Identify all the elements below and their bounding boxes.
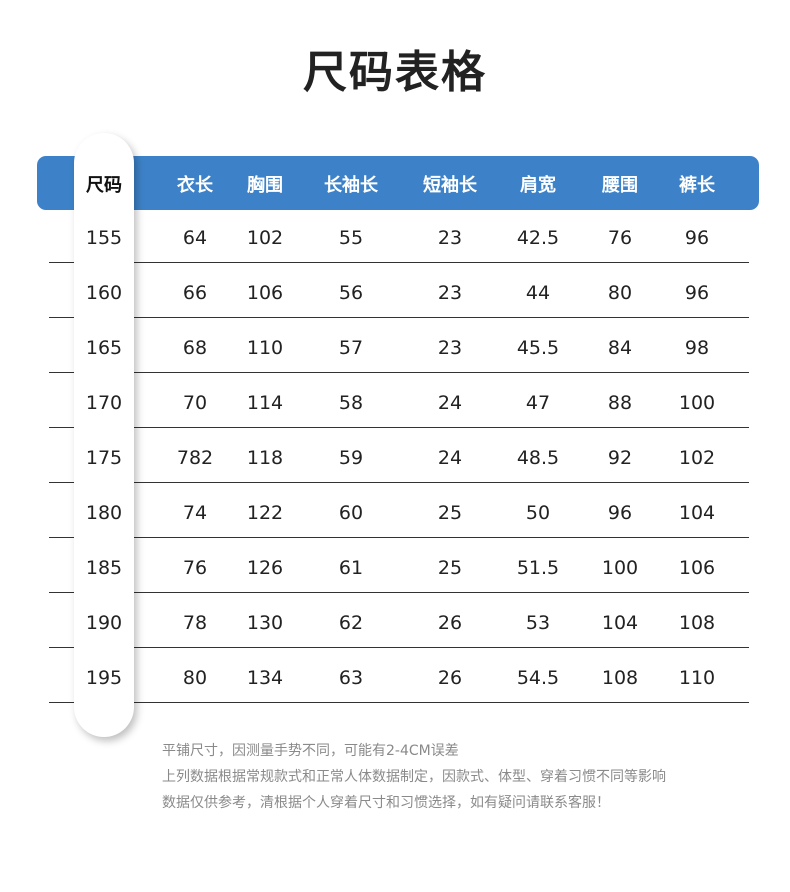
table-cell: 782	[176, 447, 214, 469]
table-cell: 26	[437, 667, 463, 689]
table-cell: 104	[678, 502, 716, 524]
table-cell: 23	[437, 337, 463, 359]
notes: 平铺尺寸，因测量手势不同，可能有2-4CM误差 上列数据根据常规款式和正常人体数…	[162, 738, 666, 816]
table-cell: 53	[525, 612, 551, 634]
table-cell: 110	[246, 337, 284, 359]
table-cell: 104	[601, 612, 639, 634]
table-cell: 78	[182, 612, 208, 634]
table-cell: 102	[246, 227, 284, 249]
row-divider	[49, 537, 749, 538]
note-line: 平铺尺寸，因测量手势不同，可能有2-4CM误差	[162, 743, 459, 759]
size-cell: 185	[85, 557, 123, 579]
note-line: 上列数据根据常规款式和正常人体数据制定，因款式、体型、穿着习惯不同等影响	[162, 769, 666, 785]
table-cell: 106	[678, 557, 716, 579]
column-header: 胸围	[247, 175, 283, 196]
table-cell: 100	[601, 557, 639, 579]
table-cell: 24	[437, 447, 463, 469]
table-cell: 42.5	[516, 227, 560, 249]
column-header: 衣长	[177, 175, 213, 196]
table-cell: 25	[437, 557, 463, 579]
column-header: 肩宽	[520, 175, 556, 196]
table-cell: 56	[338, 282, 364, 304]
table-cell: 48.5	[516, 447, 560, 469]
table-cell: 96	[684, 227, 710, 249]
column-header: 腰围	[602, 175, 638, 196]
table-cell: 100	[678, 392, 716, 414]
table-cell: 66	[182, 282, 208, 304]
table-cell: 70	[182, 392, 208, 414]
table-cell: 25	[437, 502, 463, 524]
table-cell: 23	[437, 227, 463, 249]
row-divider	[49, 592, 749, 593]
table-cell: 63	[338, 667, 364, 689]
note-line: 数据仅供参考，清根据个人穿着尺寸和习惯选择，如有疑问请联系客服！	[162, 795, 610, 811]
row-divider	[49, 317, 749, 318]
table-cell: 126	[246, 557, 284, 579]
size-cell: 160	[85, 282, 123, 304]
size-cell: 175	[85, 447, 123, 469]
table-cell: 76	[182, 557, 208, 579]
table-cell: 26	[437, 612, 463, 634]
table-cell: 45.5	[516, 337, 560, 359]
table-cell: 60	[338, 502, 364, 524]
table-cell: 80	[607, 282, 633, 304]
column-header: 短袖长	[423, 175, 477, 196]
table-cell: 54.5	[516, 667, 560, 689]
table-cell: 59	[338, 447, 364, 469]
table-cell: 122	[246, 502, 284, 524]
table-cell: 108	[601, 667, 639, 689]
column-header: 裤长	[679, 175, 715, 196]
table-cell: 130	[246, 612, 284, 634]
size-cell: 155	[85, 227, 123, 249]
size-column-highlight	[74, 133, 134, 737]
size-cell: 180	[85, 502, 123, 524]
table-cell: 50	[525, 502, 551, 524]
table-cell: 114	[246, 392, 284, 414]
row-divider	[49, 372, 749, 373]
table-cell: 110	[678, 667, 716, 689]
table-cell: 44	[525, 282, 551, 304]
table-cell: 47	[525, 392, 551, 414]
size-cell: 195	[85, 667, 123, 689]
table-cell: 51.5	[516, 557, 560, 579]
table-cell: 84	[607, 337, 633, 359]
table-cell: 134	[246, 667, 284, 689]
table-cell: 68	[182, 337, 208, 359]
table-cell: 24	[437, 392, 463, 414]
table-cell: 23	[437, 282, 463, 304]
table-cell: 57	[338, 337, 364, 359]
size-cell: 190	[85, 612, 123, 634]
table-cell: 102	[678, 447, 716, 469]
table-cell: 106	[246, 282, 284, 304]
table-cell: 92	[607, 447, 633, 469]
column-header: 尺码	[86, 175, 122, 196]
row-divider	[49, 647, 749, 648]
table-cell: 96	[607, 502, 633, 524]
row-divider	[49, 482, 749, 483]
table-cell: 118	[246, 447, 284, 469]
table-cell: 58	[338, 392, 364, 414]
table-cell: 61	[338, 557, 364, 579]
table-cell: 74	[182, 502, 208, 524]
table-header-bar	[37, 156, 759, 210]
table-cell: 76	[607, 227, 633, 249]
table-cell: 55	[338, 227, 364, 249]
row-divider	[49, 262, 749, 263]
size-cell: 165	[85, 337, 123, 359]
row-divider	[49, 427, 749, 428]
table-cell: 98	[684, 337, 710, 359]
table-cell: 96	[684, 282, 710, 304]
page-title: 尺码表格	[303, 47, 487, 98]
table-cell: 64	[182, 227, 208, 249]
column-header: 长袖长	[324, 175, 378, 196]
row-divider	[49, 702, 749, 703]
table-cell: 88	[607, 392, 633, 414]
size-cell: 170	[85, 392, 123, 414]
table-cell: 62	[338, 612, 364, 634]
table-cell: 108	[678, 612, 716, 634]
table-cell: 80	[182, 667, 208, 689]
